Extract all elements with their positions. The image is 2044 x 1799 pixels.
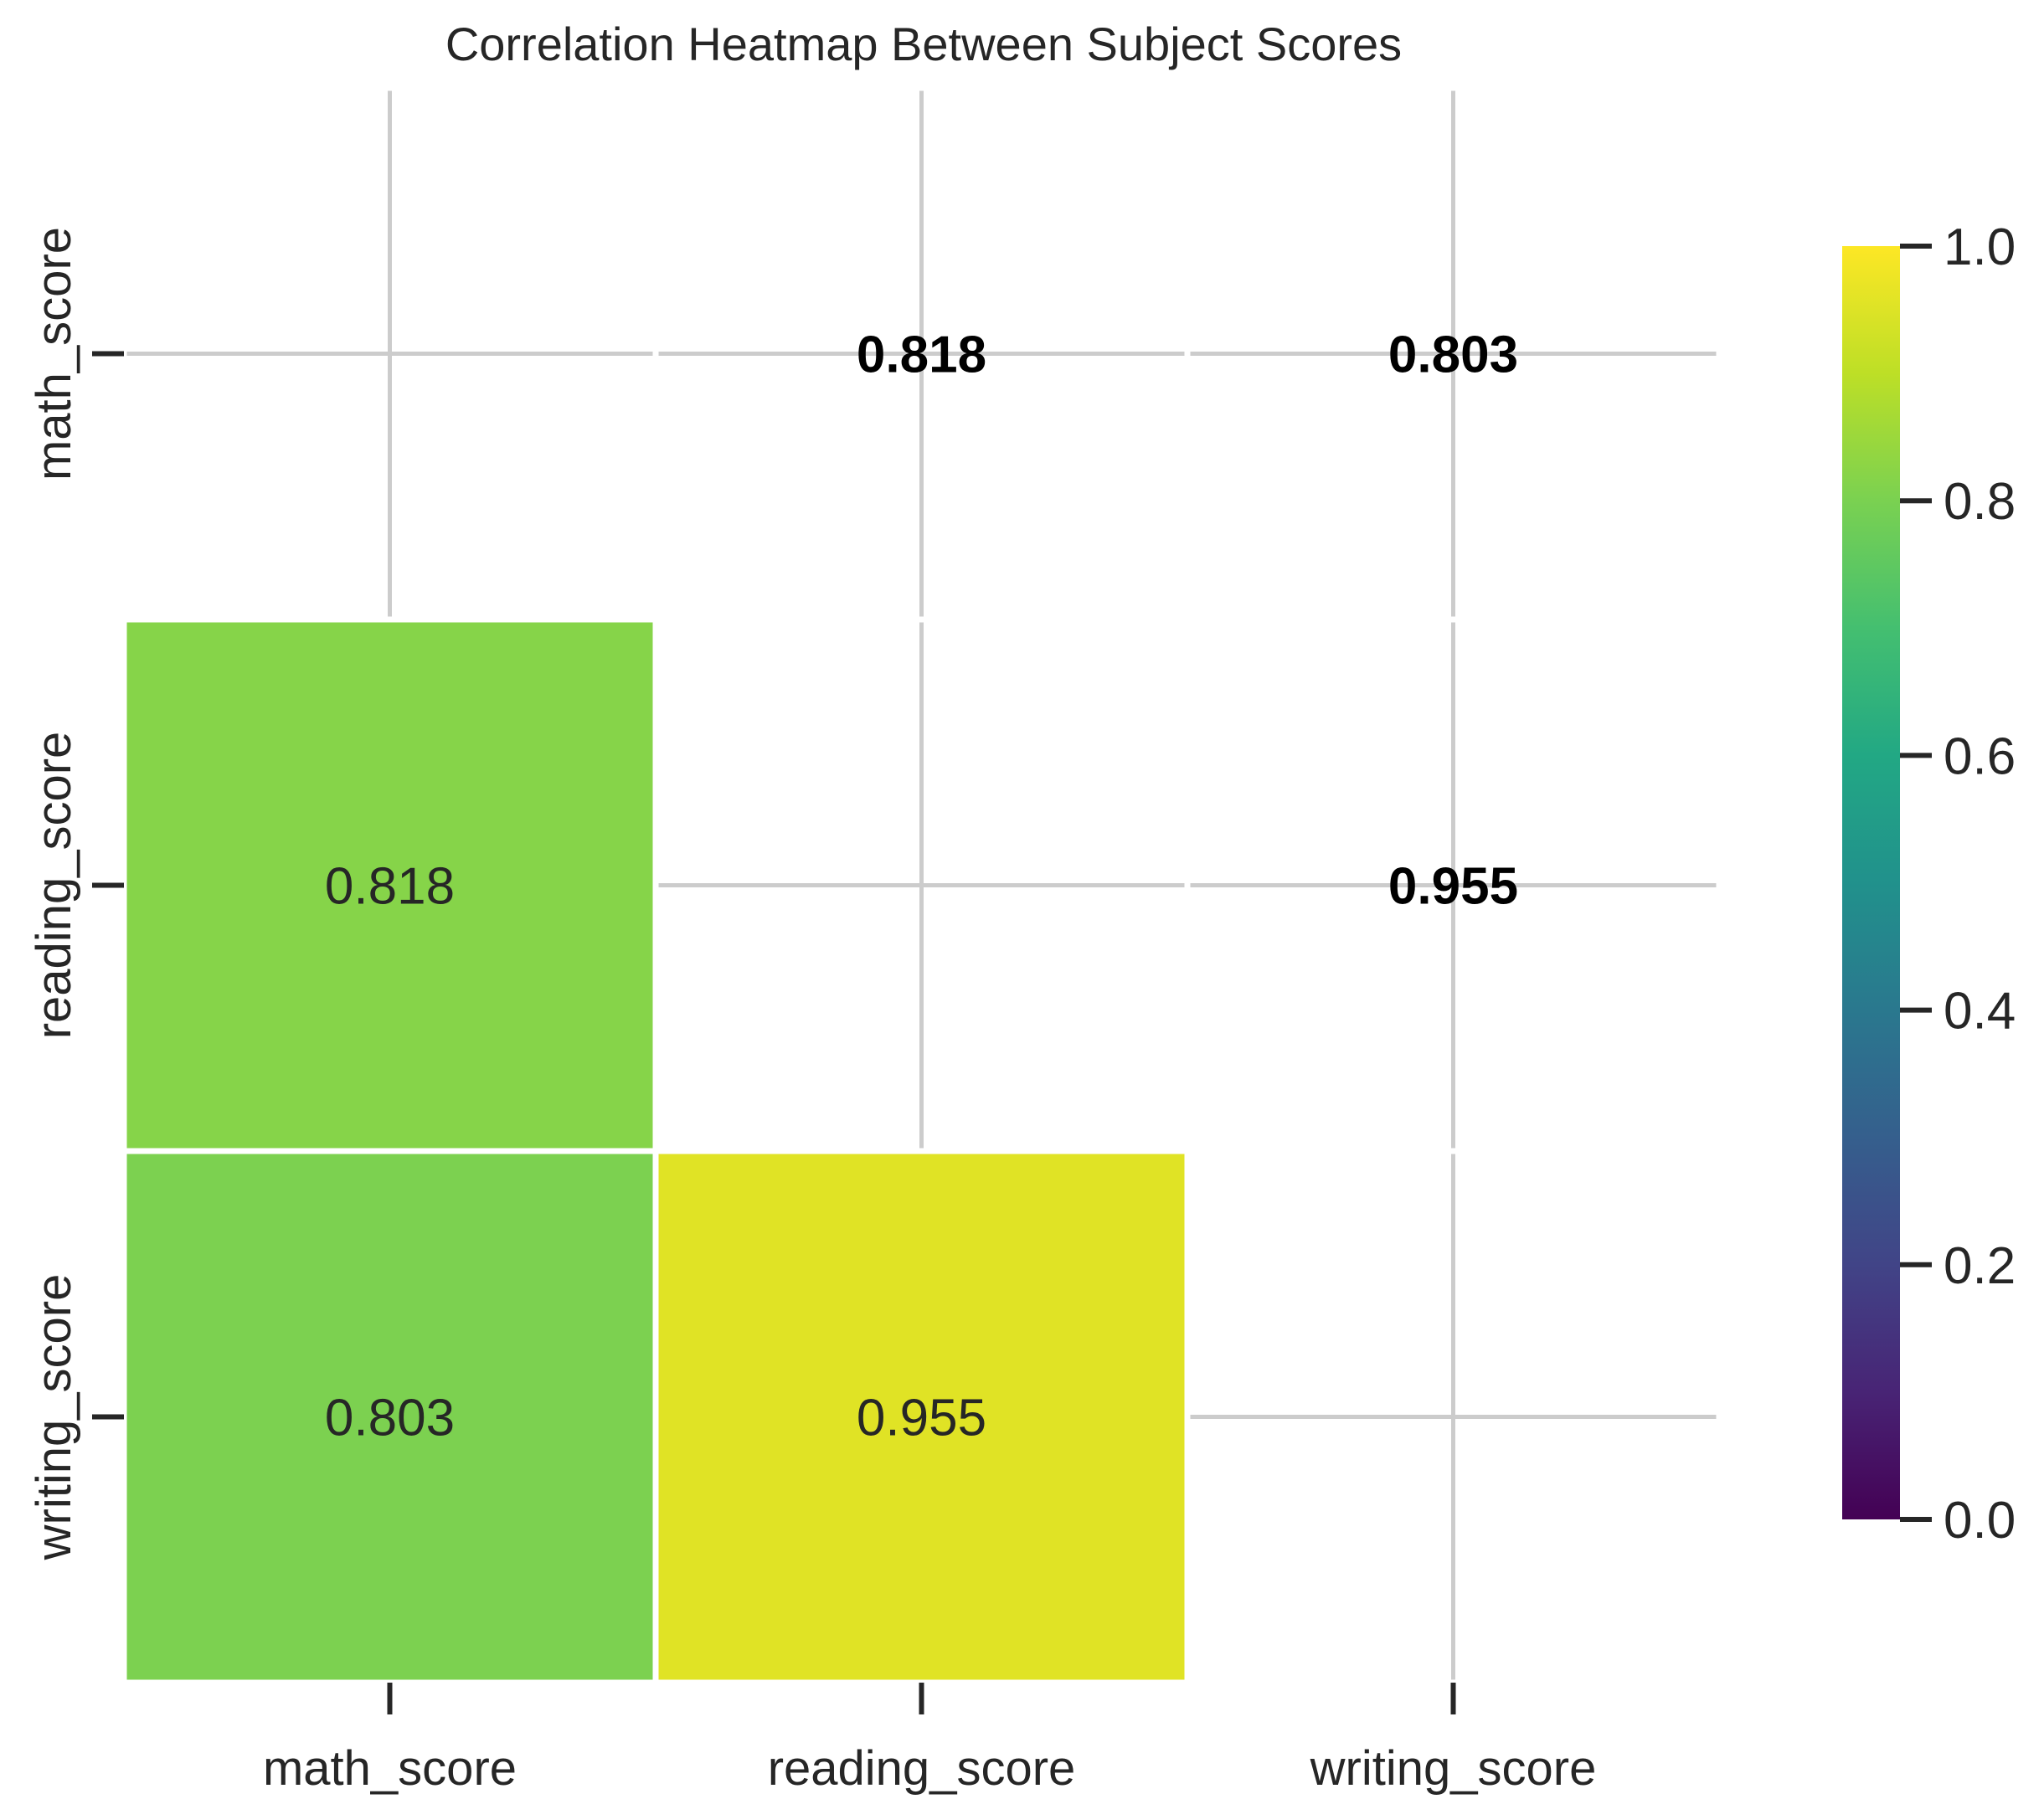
heatmap-cell — [652, 1148, 1191, 1686]
colorbar-ticks: 0.0 0.2 0.4 0.6 0.8 1.0 — [1900, 218, 2016, 1550]
bold-annotation-label: 0.803 — [1388, 326, 1518, 384]
colorbar-tick-label: 0.8 — [1944, 473, 2016, 531]
heatmap-cells — [121, 85, 1722, 1686]
cell-value-label: 0.955 — [857, 1390, 986, 1447]
colorbar-tick-label: 1.0 — [1944, 218, 2016, 276]
y-tick-label: reading_score — [27, 732, 81, 1040]
colorbar: 0.0 0.2 0.4 0.6 0.8 1.0 — [1842, 218, 2016, 1550]
colorbar-gradient — [1842, 246, 1900, 1519]
colorbar-tick-label: 0.6 — [1944, 727, 2016, 785]
x-axis: math_score reading_score writing_score — [263, 1683, 1596, 1796]
colorbar-tick-label: 0.0 — [1944, 1492, 2016, 1550]
colorbar-tick-label: 0.2 — [1944, 1237, 2016, 1295]
cell-value-label: 0.803 — [325, 1390, 455, 1447]
bold-annotation-label: 0.818 — [857, 326, 986, 384]
chart-title: Correlation Heatmap Between Subject Scor… — [445, 18, 1402, 70]
colorbar-tick-label: 0.4 — [1944, 983, 2016, 1041]
cell-value-label: 0.818 — [325, 858, 455, 916]
x-tick-label: writing_score — [1310, 1741, 1597, 1796]
y-axis: math_score reading_score writing_score — [27, 227, 124, 1560]
x-tick-label: math_score — [263, 1741, 517, 1796]
bold-annotation-label: 0.955 — [1388, 858, 1518, 916]
y-tick-label: math_score — [27, 227, 81, 481]
heatmap-annotations: 0.818 0.803 0.955 0.818 0.803 0.955 — [325, 326, 1518, 1447]
y-tick-label: writing_score — [27, 1274, 81, 1561]
x-tick-label: reading_score — [768, 1741, 1076, 1796]
heatmap-cell — [121, 1148, 659, 1686]
